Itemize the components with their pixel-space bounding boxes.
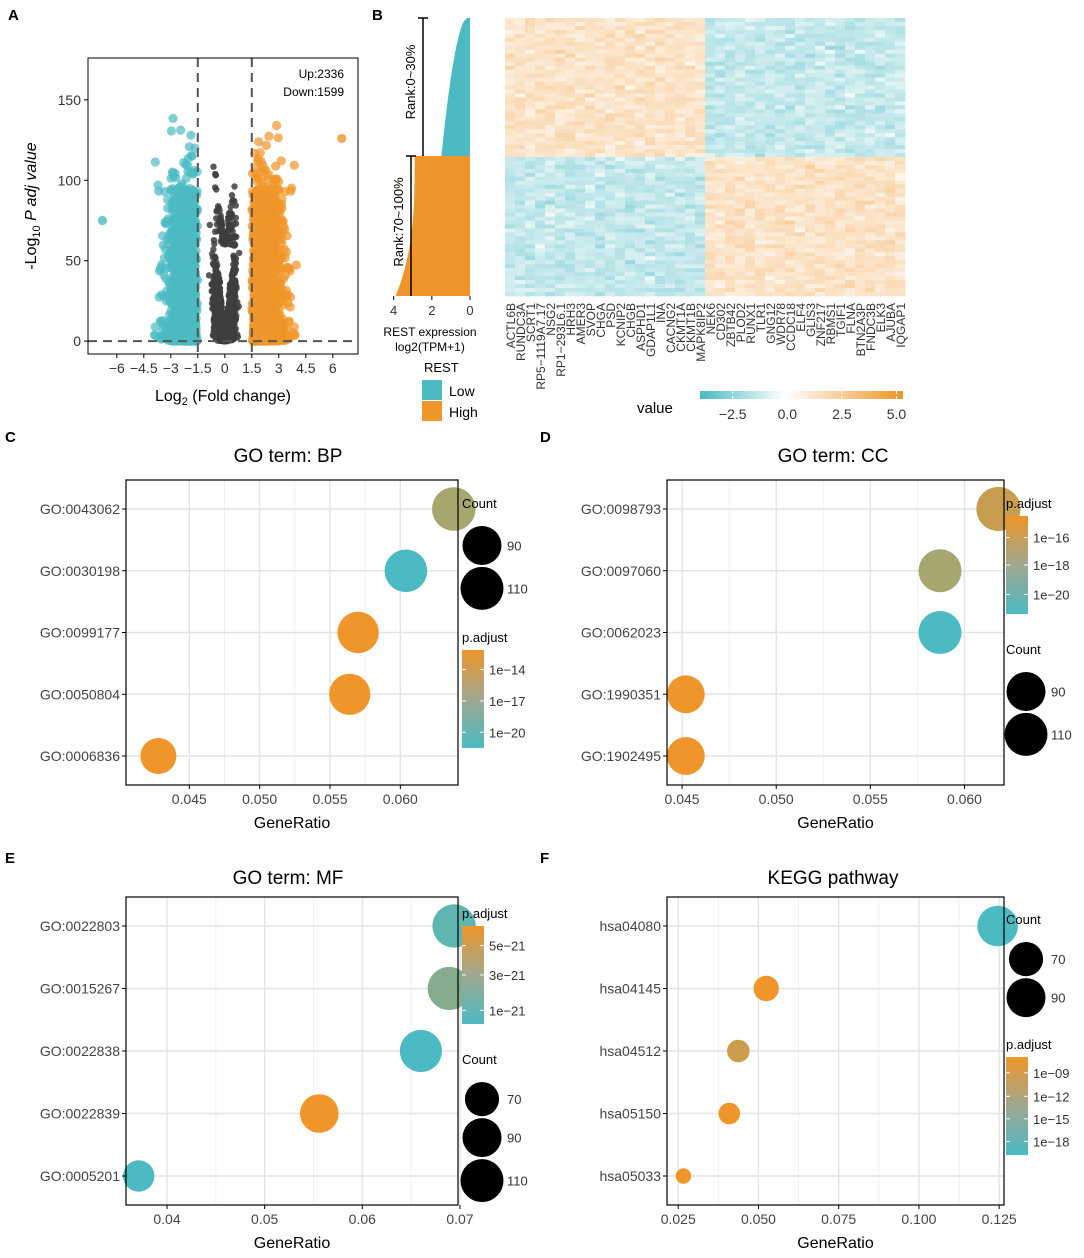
- volcano-point-ns: [225, 304, 232, 311]
- volcano-point-up: [285, 302, 295, 312]
- volcano-point-down: [175, 202, 185, 212]
- volcano-point-ns: [232, 214, 240, 222]
- volcano-point-ns: [216, 277, 223, 285]
- volcano-point-up: [264, 131, 274, 141]
- panel-label-a: A: [8, 7, 19, 24]
- volcano-point-down: [184, 314, 194, 324]
- volcano-point-down: [184, 142, 194, 152]
- volcano-point-down: [180, 255, 190, 265]
- volcano-point-ns: [211, 240, 218, 248]
- volcano-point-ns: [236, 249, 243, 257]
- volcano-point-up: [286, 186, 296, 196]
- volcano-point-up: [272, 120, 282, 131]
- volcano-point-up: [254, 137, 264, 147]
- volcano-point-up: [289, 160, 299, 170]
- volcano-point-ns: [220, 237, 227, 244]
- volcano-point-ns: [213, 323, 221, 330]
- volcano-point-down: [183, 280, 193, 290]
- volcano-point-down: [179, 157, 189, 168]
- volcano-point-ns: [206, 221, 213, 229]
- volcano-point-ns: [210, 259, 217, 267]
- volcano-point-down: [185, 265, 196, 276]
- volcano-point-ns: [205, 272, 213, 279]
- volcano-point-down: [186, 242, 196, 252]
- volcano-point-ns: [229, 234, 237, 241]
- volcano-point-ns: [225, 214, 232, 221]
- volcano-point-ns: [218, 222, 225, 229]
- volcano-point-down: [188, 218, 198, 229]
- volcano-point-ns: [214, 269, 222, 277]
- volcano-point-down: [185, 330, 195, 340]
- volcano-point-ns: [228, 192, 236, 199]
- volcano-point-down: [168, 113, 178, 123]
- volcano-point-up: [274, 177, 284, 187]
- panel-label-b: B: [372, 7, 383, 24]
- volcano-point-up: [256, 156, 266, 166]
- volcano-point-ns: [212, 171, 219, 179]
- panel-label-e: E: [5, 850, 15, 867]
- volcano-point-ns: [232, 279, 239, 286]
- volcano-point-down: [176, 125, 186, 135]
- volcano-point-up: [273, 133, 283, 143]
- volcano-point-up: [261, 165, 271, 175]
- volcano-point-down: [167, 216, 177, 226]
- volcano-point-down: [180, 188, 190, 198]
- volcano-point-ns: [230, 242, 237, 249]
- volcano-point-ns: [229, 291, 236, 299]
- volcano-point-up: [284, 317, 294, 327]
- volcano-point-down: [191, 275, 201, 285]
- volcano-point-ns: [229, 311, 236, 318]
- volcano-point-down: [158, 231, 168, 241]
- volcano-point-ns: [213, 308, 221, 315]
- volcano-point-ns: [214, 203, 222, 210]
- volcano-point-down: [168, 309, 179, 319]
- volcano-point-down: [158, 316, 168, 326]
- volcano-point-ns: [215, 298, 222, 306]
- panel-label-d: D: [540, 429, 551, 446]
- panel-label-f: F: [540, 850, 549, 867]
- volcano-point-down: [186, 130, 196, 140]
- volcano-point-down: [167, 167, 177, 177]
- volcano-point-down: [164, 250, 174, 261]
- volcano-point-up: [271, 161, 281, 171]
- volcano-point-down: [187, 298, 197, 308]
- volcano-point-up: [278, 296, 288, 306]
- volcano-point-down: [157, 262, 167, 272]
- volcano-point-ns: [209, 254, 217, 261]
- volcano-point-ns: [211, 184, 219, 191]
- volcano-point-ns: [227, 203, 234, 210]
- volcano-point-ns: [210, 163, 217, 170]
- volcano-point-down: [167, 284, 177, 294]
- volcano-points: [97, 113, 347, 346]
- volcano-point-down: [154, 186, 164, 196]
- volcano-point-down: [176, 216, 187, 226]
- volcano-point-ns: [210, 246, 217, 253]
- volcano-point-down: [176, 237, 186, 247]
- volcano-point-ns: [232, 202, 239, 209]
- volcano-point-ns: [220, 328, 227, 335]
- volcano-point-down: [167, 186, 177, 196]
- volcano-point-ns: [231, 269, 238, 277]
- panel-label-c: C: [5, 429, 16, 446]
- volcano-point-down: [168, 271, 178, 281]
- volcano-point-ns: [225, 222, 232, 229]
- volcano-point-ns: [208, 281, 215, 288]
- volcano-point-ns: [213, 215, 220, 222]
- volcano-point-down: [166, 126, 176, 136]
- volcano-point-ns: [231, 183, 238, 190]
- volcano-point-ns: [230, 255, 238, 263]
- volcano-point-down: [161, 296, 171, 306]
- volcano-point-down: [150, 157, 160, 167]
